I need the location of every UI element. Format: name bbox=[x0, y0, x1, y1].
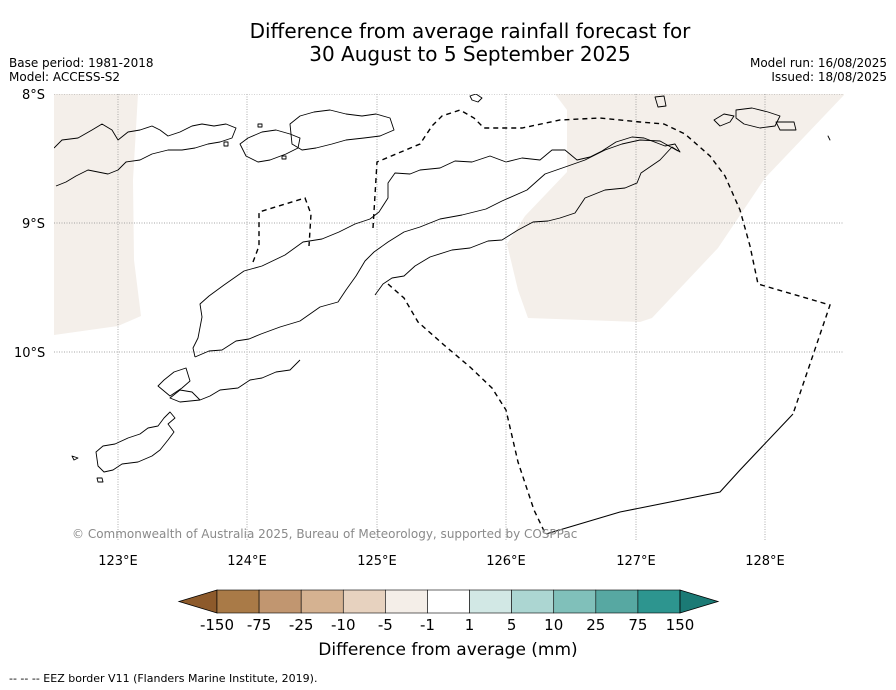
coast-islet-g bbox=[827, 135, 831, 141]
colorbar-tick-label: 150 bbox=[666, 616, 695, 634]
map-title: Difference from average rainfall forecas… bbox=[0, 20, 896, 66]
colorbar-tick-label: 1 bbox=[465, 616, 475, 634]
coast-pantar bbox=[289, 109, 395, 151]
colorbar-tick-label: 10 bbox=[544, 616, 563, 634]
colorbar-tick-label: -1 bbox=[420, 616, 435, 634]
coast-islet-b bbox=[96, 477, 104, 483]
lat-label-9s: 9°S bbox=[22, 217, 45, 232]
coast-islet-e bbox=[281, 155, 287, 160]
lon-label-126e: 126°E bbox=[486, 554, 526, 569]
lon-labels: 123°E 124°E 125°E 126°E 127°E 128°E bbox=[98, 554, 785, 569]
coast-moa bbox=[775, 121, 797, 131]
coast-roti bbox=[169, 359, 301, 403]
lon-label-128e: 128°E bbox=[745, 554, 785, 569]
colorbar-arrow-high bbox=[679, 589, 720, 614]
issued-text: Issued: 18/08/2025 bbox=[771, 70, 887, 84]
coast-islet-c bbox=[257, 123, 263, 128]
colorbar-tick-label: -75 bbox=[247, 616, 272, 634]
eez-border bbox=[252, 109, 831, 536]
colorbar-tick-label: -150 bbox=[200, 616, 234, 634]
anomaly-region-east bbox=[507, 94, 844, 322]
colorbar: -150 -75 -25 -10 -5 -1 1 5 10 25 75 150 bbox=[177, 589, 720, 634]
lat-label-8s: 8°S bbox=[22, 88, 45, 103]
lat-label-10s: 10°S bbox=[14, 346, 45, 361]
map-area bbox=[54, 94, 844, 540]
coast-islet-f bbox=[469, 94, 483, 103]
coast-alor bbox=[239, 129, 301, 163]
eez-footnote: -- -- -- EEZ border V11 (Flanders Marine… bbox=[9, 672, 318, 685]
coast-islet-a bbox=[71, 455, 79, 461]
coast-wetar-east bbox=[654, 95, 667, 108]
colorbar-bin bbox=[595, 589, 639, 614]
colorbar-bin bbox=[637, 589, 681, 614]
base-period-text: Base period: 1981-2018 bbox=[9, 56, 154, 70]
coast-timor-south bbox=[194, 139, 679, 358]
colorbar-bin bbox=[342, 589, 386, 614]
colorbar-bin bbox=[511, 589, 555, 614]
colorbar-tick-label: 5 bbox=[507, 616, 517, 634]
colorbar-bin bbox=[385, 589, 428, 614]
colorbar-tick-label: -25 bbox=[289, 616, 314, 634]
copyright-credit: © Commonwealth of Australia 2025, Bureau… bbox=[72, 527, 578, 541]
title-line-2: 30 August to 5 September 2025 bbox=[309, 42, 631, 66]
colorbar-bin bbox=[427, 589, 470, 614]
lon-label-123e: 123°E bbox=[98, 554, 138, 569]
colorbar-bin bbox=[300, 589, 344, 614]
eez-line-east-solid bbox=[545, 413, 794, 535]
coast-sawu bbox=[95, 411, 176, 473]
colorbar-tick-label: -5 bbox=[378, 616, 393, 634]
title-line-1: Difference from average rainfall forecas… bbox=[249, 19, 691, 43]
colorbar-bin bbox=[553, 589, 597, 614]
anomaly-region-west bbox=[54, 94, 141, 335]
coast-flores bbox=[54, 123, 237, 187]
coast-leti bbox=[713, 113, 735, 127]
colorbar-tick-label: -10 bbox=[331, 616, 356, 634]
eez-line-south bbox=[387, 283, 547, 536]
colorbar-arrow-low bbox=[177, 589, 218, 614]
colorbar-tick-label: 25 bbox=[586, 616, 605, 634]
colorbar-bin bbox=[469, 589, 512, 614]
lon-label-124e: 124°E bbox=[227, 554, 267, 569]
coast-islet-d bbox=[223, 141, 229, 147]
eez-line-main bbox=[252, 109, 831, 415]
anomaly-shading bbox=[54, 94, 844, 335]
model-run-text: Model run: 16/08/2025 bbox=[749, 56, 887, 70]
meta-left: Base period: 1981-2018 Model: ACCESS-S2 bbox=[9, 56, 154, 84]
colorbar-bin bbox=[258, 589, 302, 614]
model-text: Model: ACCESS-S2 bbox=[9, 70, 121, 84]
graticule bbox=[54, 94, 844, 540]
colorbar-bin bbox=[216, 589, 260, 614]
lon-label-127e: 127°E bbox=[616, 554, 656, 569]
colorbar-title: Difference from average (mm) bbox=[318, 640, 578, 660]
coast-kisar bbox=[735, 107, 781, 129]
coastlines bbox=[54, 94, 831, 483]
coast-sumba-west bbox=[157, 367, 191, 397]
colorbar-tick-label: 75 bbox=[628, 616, 647, 634]
lon-label-125e: 125°E bbox=[357, 554, 397, 569]
coast-timor-north bbox=[192, 136, 681, 358]
meta-right: Model run: 16/08/2025 Issued: 18/08/2025 bbox=[750, 56, 887, 84]
